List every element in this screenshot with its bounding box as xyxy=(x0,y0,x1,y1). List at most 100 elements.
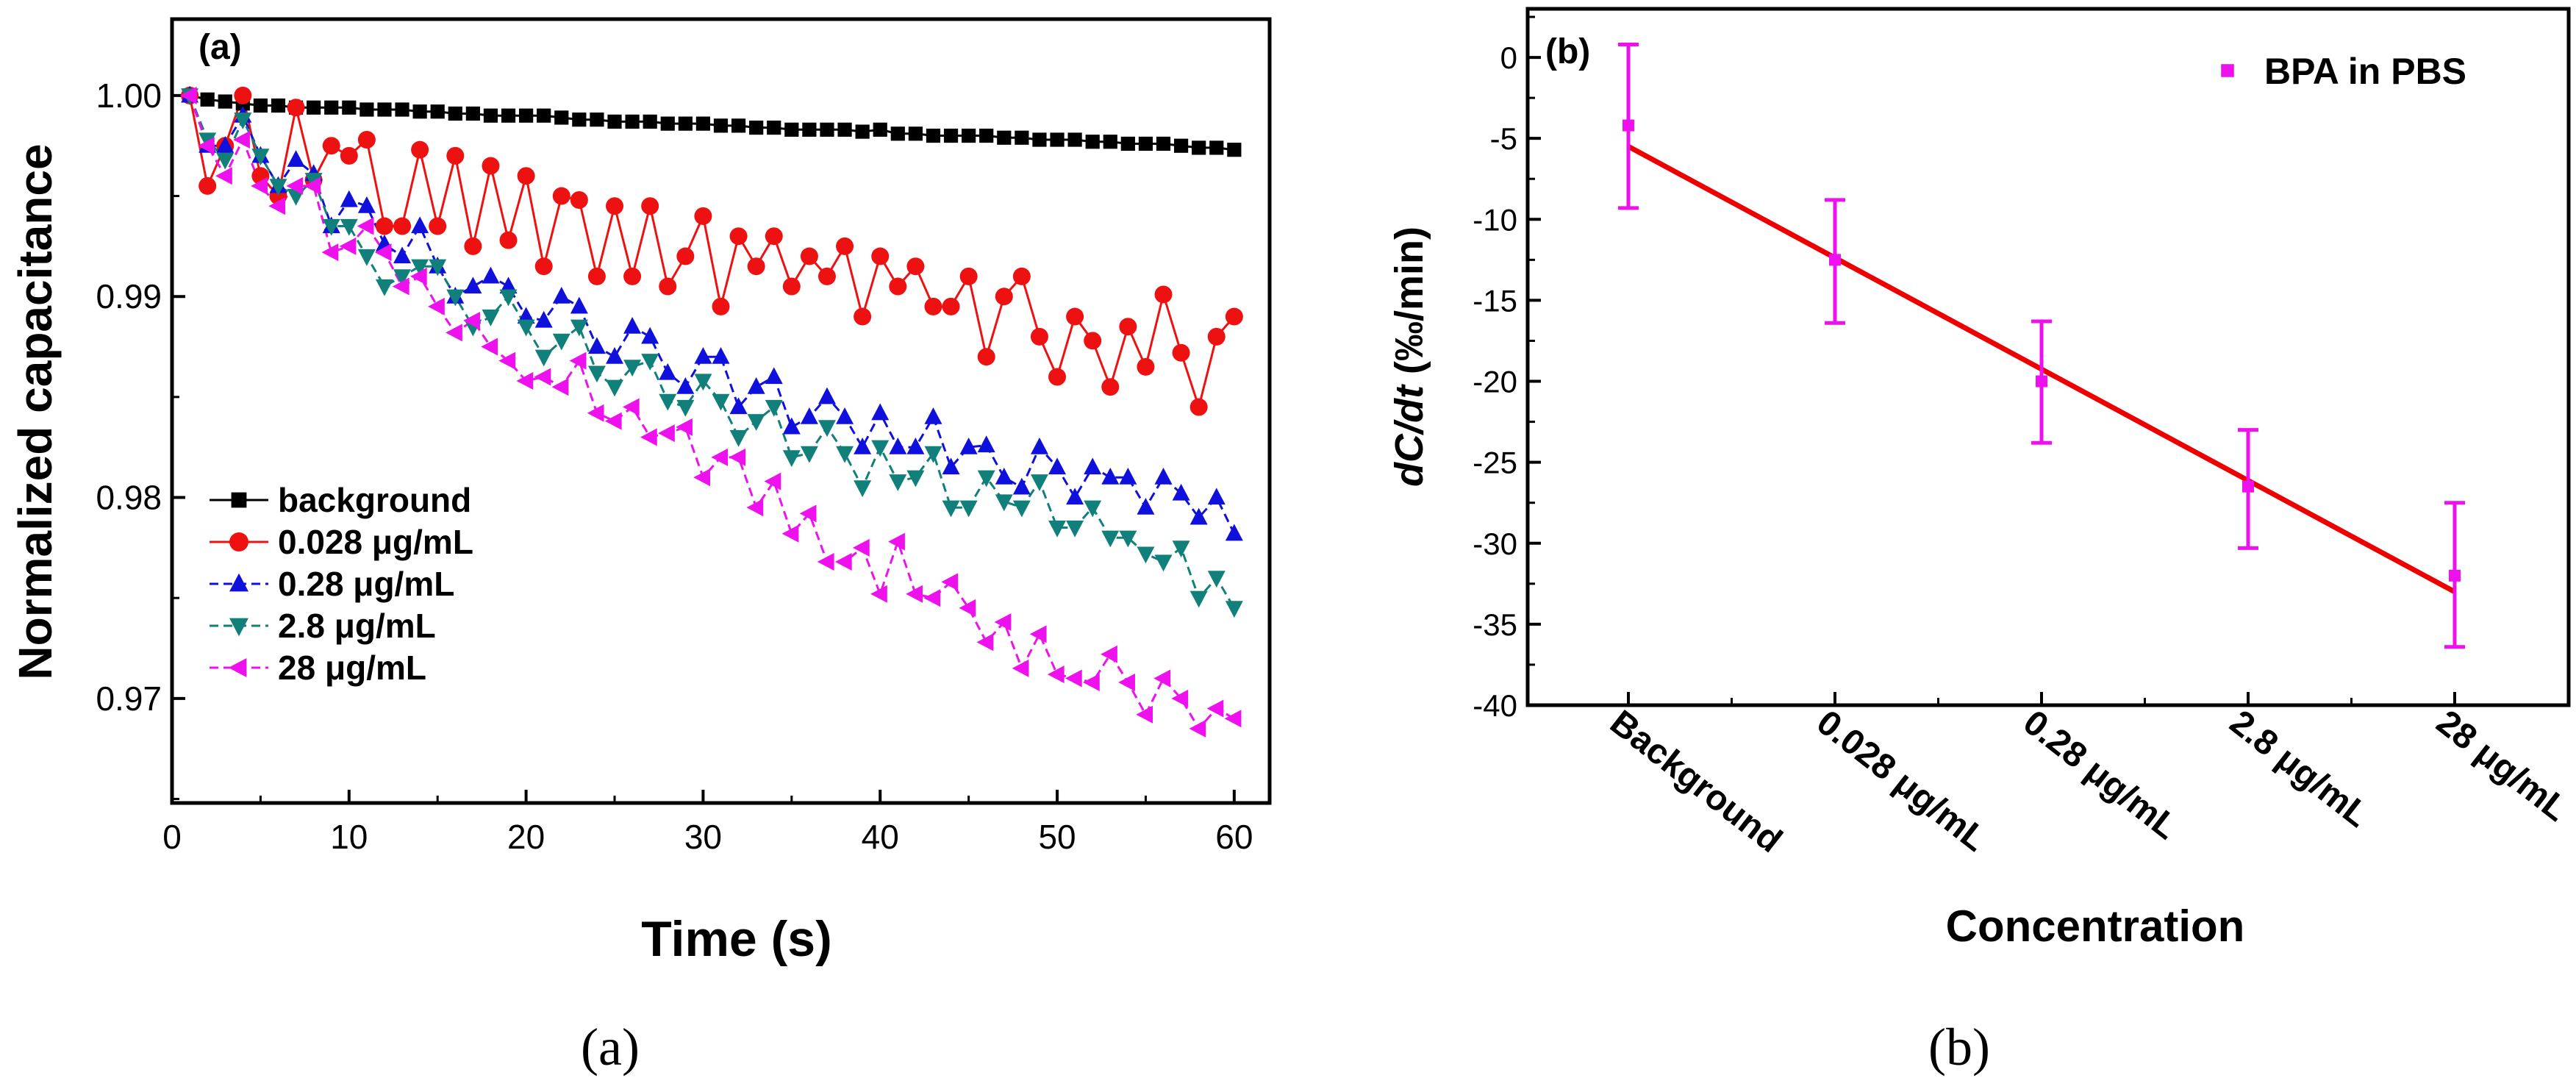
data-point-1 xyxy=(817,267,836,285)
data-point-0 xyxy=(767,121,781,135)
data-point-3 xyxy=(1172,540,1190,558)
data-point-1 xyxy=(570,191,588,209)
caption-b: (b) xyxy=(1928,1018,1990,1077)
data-point-1 xyxy=(659,277,677,296)
data-point-3 xyxy=(995,494,1013,512)
data-point-3 xyxy=(889,474,907,491)
data-point-3 xyxy=(552,333,570,351)
data-point-2 xyxy=(340,190,358,207)
data-point-b xyxy=(1622,119,1634,132)
data-point-0 xyxy=(590,113,604,127)
legend-marker xyxy=(229,618,248,637)
category-label: 28 μg/mL xyxy=(2429,703,2575,829)
data-point-3 xyxy=(322,218,340,236)
data-point-4 xyxy=(304,176,321,195)
data-point-4 xyxy=(1012,659,1029,677)
y-tick-label-a: 1.00 xyxy=(96,76,162,115)
y-tick-label-a: 0.99 xyxy=(96,277,162,315)
data-point-2 xyxy=(357,196,376,213)
data-point-2 xyxy=(1048,457,1067,475)
panel-label-b: (b) xyxy=(1545,32,1590,71)
data-point-1 xyxy=(854,307,872,326)
legend-label: background xyxy=(278,481,471,519)
category-label: Background xyxy=(1603,703,1789,860)
data-point-0 xyxy=(483,108,498,123)
data-point-3 xyxy=(357,249,376,266)
y-tick-label-a: 0.97 xyxy=(96,679,162,718)
data-point-0 xyxy=(802,122,817,137)
data-point-4 xyxy=(870,585,887,603)
data-point-4 xyxy=(1153,669,1171,688)
data-point-0 xyxy=(1103,135,1117,149)
data-point-3 xyxy=(817,420,836,438)
data-point-b xyxy=(2242,480,2254,493)
data-point-2 xyxy=(534,310,553,328)
data-point-4 xyxy=(1029,625,1047,643)
data-point-0 xyxy=(1138,136,1153,151)
data-point-1 xyxy=(729,227,748,246)
data-point-b xyxy=(2449,569,2461,582)
data-point-3 xyxy=(1119,530,1137,548)
data-point-4 xyxy=(215,167,232,185)
data-point-1 xyxy=(959,267,978,285)
data-point-4 xyxy=(392,277,409,296)
data-point-3 xyxy=(587,365,606,383)
data-point-4 xyxy=(569,351,587,370)
data-point-2 xyxy=(906,438,925,454)
axis-ticks-b: 0 -5 -10 -15 -20 -25 -30 -35 -40 Background 0.028 … xyxy=(1473,15,2575,860)
data-point-0 xyxy=(1067,132,1082,147)
data-point-2 xyxy=(1189,507,1208,525)
data-point-0 xyxy=(307,100,321,115)
data-point-3 xyxy=(694,374,712,391)
data-point-4 xyxy=(888,532,905,551)
data-point-0 xyxy=(271,98,286,113)
data-point-1 xyxy=(464,237,482,255)
data-point-1 xyxy=(499,231,518,249)
data-point-1 xyxy=(889,277,907,296)
category-label: 0.028 μg/mL xyxy=(1809,703,1994,860)
data-point-0 xyxy=(713,118,729,133)
data-point-3 xyxy=(251,149,270,166)
data-point-0 xyxy=(1156,136,1171,151)
data-point-1 xyxy=(446,146,465,165)
legend-marker xyxy=(229,532,248,552)
data-point-2 xyxy=(482,266,500,284)
data-point-2 xyxy=(676,377,695,394)
data-point-0 xyxy=(837,122,852,137)
data-point-2 xyxy=(959,438,978,454)
data-point-1 xyxy=(587,267,606,285)
data-point-0 xyxy=(749,121,764,135)
data-point-2 xyxy=(871,403,890,421)
data-point-1 xyxy=(871,247,890,265)
data-point-1 xyxy=(606,197,624,215)
data-point-4 xyxy=(446,324,462,342)
data-point-3 xyxy=(959,500,978,518)
data-point-2 xyxy=(606,347,624,364)
data-point-0 xyxy=(820,122,834,137)
panel-a: 0 10 20 30 40 50 60 0.97 0.98 0.99 1.00 (a) Time (… xyxy=(9,17,1272,1077)
data-point-4 xyxy=(693,468,711,487)
data-point-2 xyxy=(817,387,836,404)
data-point-1 xyxy=(287,99,305,117)
data-point-4 xyxy=(834,553,852,571)
y-tick-label-b: -25 xyxy=(1473,446,1517,480)
data-point-3 xyxy=(269,179,287,196)
data-point-1 xyxy=(694,207,712,225)
data-point-2 xyxy=(1207,488,1226,505)
data-point-1 xyxy=(977,348,995,366)
data-point-1 xyxy=(429,217,447,235)
data-point-1 xyxy=(641,197,659,215)
data-point-0 xyxy=(1050,132,1065,147)
data-point-3 xyxy=(676,399,695,417)
data-point-0 xyxy=(943,128,959,143)
data-point-3 xyxy=(446,289,465,307)
data-point-4 xyxy=(1224,710,1242,728)
legend-marker xyxy=(231,492,247,508)
legend-label: 28 μg/mL xyxy=(278,649,426,687)
y-tick-label-b: -15 xyxy=(1473,283,1517,318)
data-point-2 xyxy=(977,435,995,453)
y-tick-label-b: -35 xyxy=(1473,607,1517,642)
x-tick-label-a: 20 xyxy=(507,818,545,856)
data-point-4 xyxy=(906,585,923,603)
data-point-1 xyxy=(836,237,854,255)
